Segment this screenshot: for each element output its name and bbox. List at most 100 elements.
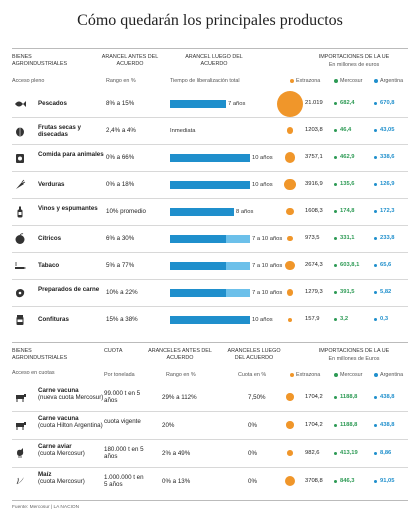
product-name-bold: Carne aviar	[38, 442, 72, 450]
row-divider	[12, 198, 408, 199]
liberalization-time: Inmediata	[170, 127, 196, 134]
legend-extrazona-dot	[290, 78, 294, 83]
footer-source: Fuente: Mercosur | LA NACION	[12, 505, 80, 510]
mercosur-dot	[334, 102, 337, 105]
liberalization-time: 7 años	[228, 100, 246, 107]
product-name: Comida para animales	[38, 150, 104, 158]
extrazona-value: 157,9	[305, 316, 320, 322]
legend-extrazona: Extrazona	[290, 78, 320, 85]
extrazona-dot	[284, 152, 296, 163]
product-name: Cítricos	[38, 235, 62, 242]
table-row: Verduras 0% a 18% 10 años 3916,9 135,6 126,9	[12, 171, 408, 198]
extrazona-value: 2674,3	[305, 262, 323, 268]
liberalization-time: 7 a 10 años	[252, 262, 283, 269]
extrazona-dot	[287, 235, 293, 242]
mercosur-dot	[334, 183, 337, 186]
tariff-after: 0%	[248, 421, 257, 429]
extrazona-dot	[288, 317, 292, 322]
product-name: Tabaco	[38, 262, 60, 269]
corn-icon	[14, 475, 26, 487]
liberalization-bar	[170, 288, 250, 297]
argentina-dot	[374, 183, 377, 186]
extrazona-value: 3708,8	[305, 477, 323, 484]
table-row: Preparados de carne 10% a 22% 7 a 10 años 1…	[12, 279, 408, 306]
legend2-argentina-dot	[374, 372, 378, 377]
liberalization-bar	[170, 180, 250, 189]
product-name-bold: Carne vacuna	[38, 386, 79, 394]
tariff-range: 8% a 15%	[106, 100, 135, 107]
mercosur-dot	[334, 479, 337, 483]
mercosur-value: 846,3	[340, 477, 355, 484]
liberalization-time: 10 años	[252, 181, 273, 188]
tariff-range: 0% a 66%	[106, 154, 135, 161]
header-arancel-antes: Arancel antes del acuerdo	[101, 54, 159, 67]
header-importaciones: Importaciones de la UE	[318, 54, 390, 60]
argentina-dot	[374, 423, 377, 427]
mercosur-dot	[334, 395, 337, 399]
header2-cuota: Cuota	[104, 348, 123, 354]
row-divider	[12, 411, 408, 412]
petfood-icon	[14, 152, 26, 164]
mercosur-value: 46,4	[340, 127, 352, 133]
header-arancel-luego: Arancel luego del acuerdo	[185, 54, 243, 67]
extrazona-value: 3916,9	[305, 181, 323, 187]
argentina-dot	[374, 237, 377, 240]
mercosur-value: 682,4	[340, 100, 355, 106]
table-row: Tabaco 5% a 77% 7 a 10 años 2674,3 603,8,1 65…	[12, 252, 408, 279]
tariff-range: 10% a 22%	[106, 289, 138, 296]
quota-amount: 180.000 t en 5 años	[104, 446, 144, 460]
extrazona-value: 1608,3	[305, 208, 323, 214]
table-row: Pescados 8% a 15% 7 años 21.019 682,4 670,8	[12, 90, 408, 117]
legend-extrazona-label: Extrazona	[296, 78, 321, 84]
mercosur-value: 1188,8	[340, 421, 358, 428]
table-row: Carne vacuna (nueva cuota Mercosur) 99.000…	[12, 383, 408, 411]
section-divider	[12, 342, 408, 343]
argentina-dot	[374, 291, 377, 294]
mercosur-value: 391,5	[340, 289, 355, 295]
argentina-dot	[374, 102, 377, 105]
extrazona-dot	[286, 127, 294, 134]
legend-mercosur-label: Mercosur	[340, 78, 363, 84]
tariff-before: 29% a 112%	[162, 393, 197, 401]
tariff-after: 0%	[248, 449, 257, 457]
legend2-extrazona-label: Extrazona	[296, 372, 321, 378]
product-detail: (nueva cuota Mercosur)	[38, 393, 104, 401]
mercosur-dot	[334, 451, 337, 455]
argentina-value: 65,6	[380, 262, 392, 268]
meat-prep-icon	[14, 287, 26, 299]
product-name: Carne vacuna (cuota Hilton Argentina)	[38, 415, 108, 429]
nuts-icon	[14, 125, 26, 137]
tariff-range: 6% a 30%	[106, 235, 135, 242]
mercosur-value: 1188,8	[340, 393, 358, 400]
mercosur-value: 331,1	[340, 235, 355, 241]
tariff-before: 2% a 49%	[162, 449, 191, 457]
extrazona-dot	[286, 207, 294, 216]
argentina-dot	[374, 129, 377, 132]
citrus-icon	[14, 232, 26, 245]
table-row: Vinos y espumantes 10% promedio 8 años 1608…	[12, 198, 408, 225]
tariff-range: 10% promedio	[106, 208, 146, 215]
table-row: Carne aviar (cuota Mercosur) 180.000 t en …	[12, 439, 408, 467]
tobacco-icon	[14, 260, 26, 272]
tariff-after: 7,50%	[248, 393, 266, 401]
jar-icon	[14, 314, 26, 326]
chicken-icon	[14, 447, 26, 459]
product-name: Vinos y espumantes	[38, 204, 98, 212]
argentina-value: 126,9	[380, 181, 395, 187]
legend2-extrazona-dot	[290, 372, 294, 377]
argentina-value: 438,8	[380, 393, 395, 400]
extrazona-value: 1704,2	[305, 393, 323, 400]
extrazona-value: 3757,1	[305, 154, 323, 160]
tariff-range: 15% a 38%	[106, 316, 138, 323]
tariff-range: 0% a 18%	[106, 181, 135, 188]
argentina-dot	[374, 210, 377, 213]
argentina-value: 233,8	[380, 235, 395, 241]
subheader2-rango: Rango en %	[166, 372, 196, 378]
mercosur-value: 3,2	[340, 316, 349, 322]
subheader-acceso: Acceso pleno	[12, 78, 45, 84]
extrazona-dot	[284, 178, 296, 191]
extrazona-dot	[286, 421, 294, 429]
table-row: Frutas secas y disecadas 2,4% a 4% Inmedia…	[12, 117, 408, 144]
argentina-dot	[374, 264, 377, 267]
table-row: Cítricos 6% a 30% 7 a 10 años 973,5 331,1 233…	[12, 225, 408, 252]
